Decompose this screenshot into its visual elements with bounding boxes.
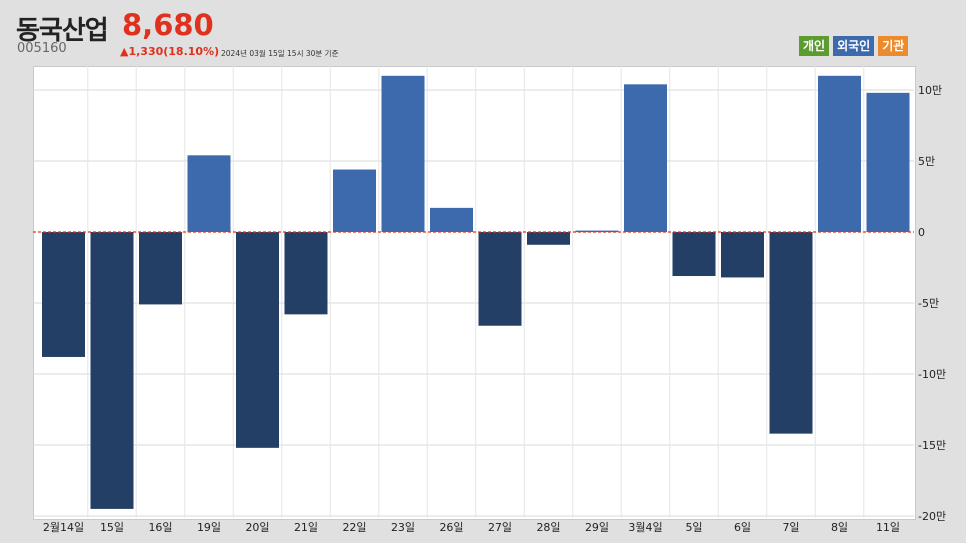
x-tick-label: 29일 — [585, 520, 609, 534]
y-tick-label: -10만 — [918, 368, 946, 381]
x-tick-label: 11일 — [876, 520, 900, 534]
x-tick-label: 19일 — [197, 520, 221, 534]
bar-22일[interactable] — [333, 169, 376, 232]
x-tick-label: 21일 — [294, 520, 318, 534]
x-tick-label: 16일 — [148, 520, 172, 534]
x-tick-label: 20일 — [245, 520, 269, 534]
bar-8일[interactable] — [818, 75, 861, 232]
bar-27일[interactable] — [478, 232, 522, 326]
bar-21일[interactable] — [284, 232, 328, 315]
bar-15일[interactable] — [90, 232, 134, 509]
as-of-timestamp: 2024년 03월 15일 15시 30분 기준 — [221, 49, 339, 58]
x-tick-label: 6일 — [734, 520, 751, 534]
legend-foreign-button[interactable]: 외국인 — [833, 36, 875, 56]
bar-28일[interactable] — [527, 232, 570, 245]
bar-11일[interactable] — [866, 92, 910, 232]
y-tick-label: 0 — [918, 226, 925, 239]
y-tick-label: 5만 — [918, 155, 935, 168]
x-tick-label: 22일 — [342, 520, 366, 534]
x-tick-label: 27일 — [488, 520, 512, 534]
bar-5일[interactable] — [672, 232, 716, 277]
x-tick-label: 28일 — [536, 520, 560, 534]
bar-6일[interactable] — [721, 232, 764, 278]
x-tick-label: 3월4일 — [628, 520, 662, 534]
bar-16일[interactable] — [139, 232, 182, 305]
y-tick-label: -5만 — [918, 297, 939, 310]
bar-19일[interactable] — [187, 155, 231, 232]
legend-institution-button[interactable]: 기관 — [878, 36, 909, 56]
x-tick-label: 2월14일 — [43, 520, 84, 534]
x-tick-label: 23일 — [391, 520, 415, 534]
investor-legend: 개인 외국인 기관 — [795, 36, 909, 56]
bar-29일[interactable] — [575, 230, 619, 233]
bar-26일[interactable] — [430, 207, 473, 232]
y-tick-label: 10만 — [918, 84, 942, 97]
x-tick-label: 8일 — [831, 520, 848, 534]
x-tick-label: 15일 — [100, 520, 124, 534]
x-tick-label: 5일 — [685, 520, 702, 534]
legend-individual-button[interactable]: 개인 — [799, 36, 830, 56]
y-tick-label: -20만 — [918, 510, 946, 523]
price-change: ▲1,330(18.10%) — [120, 45, 220, 58]
stock-code: 005160 — [17, 41, 67, 56]
x-tick-label: 7일 — [782, 520, 799, 534]
x-tick-label: 26일 — [439, 520, 463, 534]
stock-name: 동국산업 — [16, 16, 109, 46]
stock-price: 8,680 — [122, 8, 214, 42]
bar-20일[interactable] — [236, 232, 279, 448]
bar-3월4일[interactable] — [624, 84, 667, 232]
y-tick-label: -15만 — [918, 439, 946, 452]
bar-23일[interactable] — [381, 75, 425, 232]
bar-2월14일[interactable] — [42, 232, 85, 357]
bar-7일[interactable] — [769, 232, 813, 434]
